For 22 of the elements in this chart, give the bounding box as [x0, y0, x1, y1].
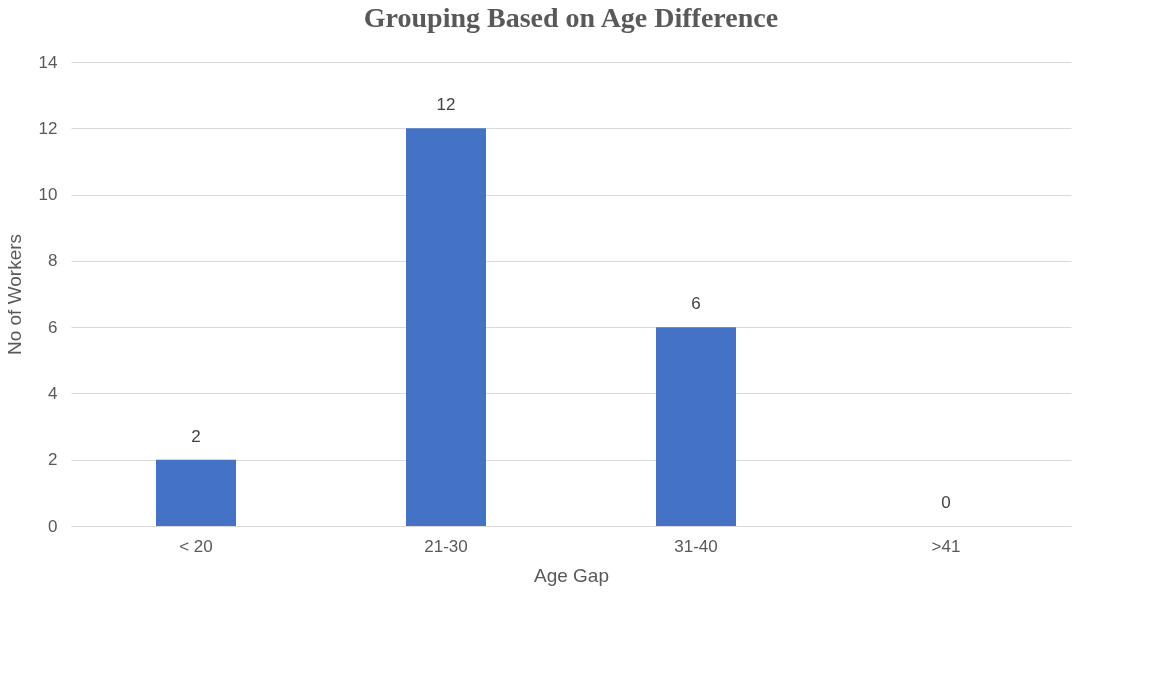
- data-label: 12: [436, 95, 456, 115]
- data-label: 0: [941, 493, 951, 512]
- x-tick-label: 21-30: [424, 536, 468, 556]
- y-axis-title: No of Workers: [3, 233, 25, 356]
- x-tick-label: >41: [931, 536, 961, 556]
- bar: [406, 128, 486, 526]
- x-axis-title: Age Gap: [534, 564, 609, 586]
- bar: [656, 327, 736, 526]
- x-tick-label: 31-40: [674, 536, 718, 556]
- data-label: 2: [191, 426, 201, 446]
- y-tick-label: 12: [38, 118, 58, 138]
- y-tick-label: 10: [38, 185, 58, 205]
- y-tick-label: 2: [48, 450, 58, 470]
- bar: [156, 459, 236, 526]
- x-tick-label: < 20: [179, 536, 213, 556]
- chart-title: Grouping Based on Age Difference: [363, 2, 779, 33]
- data-label: 6: [691, 294, 701, 314]
- y-tick-label: 6: [48, 317, 58, 337]
- y-tick-label: 0: [48, 516, 58, 536]
- y-tick-label: 8: [48, 251, 58, 271]
- y-tick-label: 4: [48, 383, 58, 403]
- y-tick-label: 14: [38, 52, 58, 72]
